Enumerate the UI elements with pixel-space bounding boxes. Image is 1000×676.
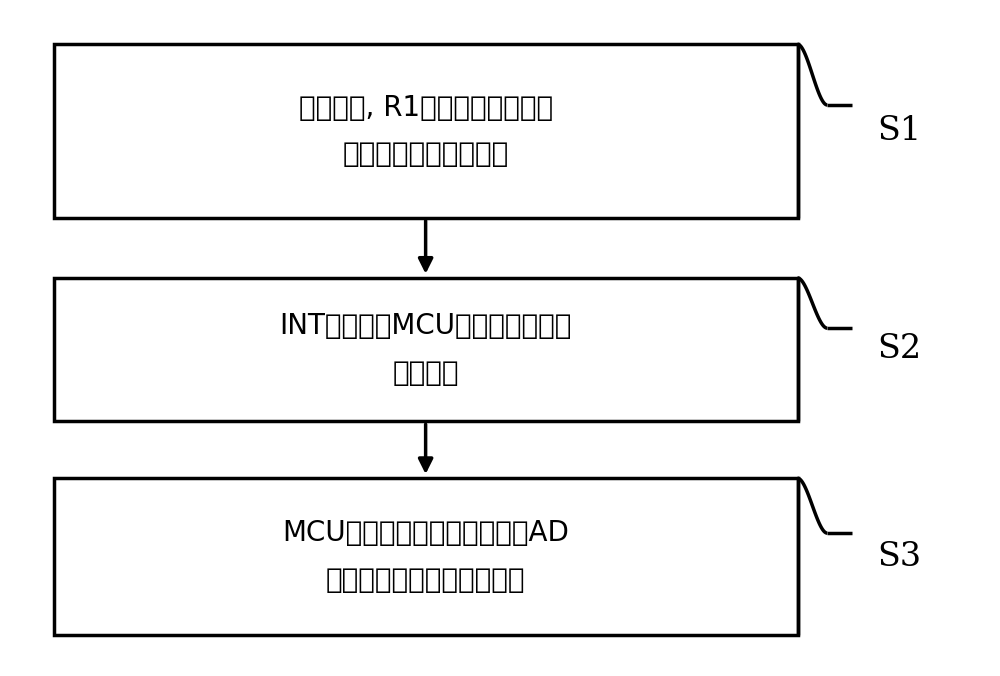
FancyBboxPatch shape bbox=[54, 478, 798, 635]
Text: 轻触开关, R1的两个接脚分别与: 轻触开关, R1的两个接脚分别与 bbox=[299, 94, 553, 122]
Text: 接脚电压来判断开关的状态: 接脚电压来判断开关的状态 bbox=[326, 566, 525, 594]
Text: 中断变化: 中断变化 bbox=[392, 359, 459, 387]
Text: S2: S2 bbox=[877, 333, 921, 365]
Text: S1: S1 bbox=[877, 115, 921, 147]
Text: 开关的两个接脚相关联: 开关的两个接脚相关联 bbox=[343, 141, 509, 168]
FancyBboxPatch shape bbox=[54, 278, 798, 421]
Text: INT脚连接到MCU并产生高低电平: INT脚连接到MCU并产生高低电平 bbox=[279, 312, 572, 340]
Text: S3: S3 bbox=[877, 541, 921, 573]
Text: MCU通过开关按下前和按下时AD: MCU通过开关按下前和按下时AD bbox=[282, 519, 569, 548]
FancyBboxPatch shape bbox=[54, 44, 798, 218]
